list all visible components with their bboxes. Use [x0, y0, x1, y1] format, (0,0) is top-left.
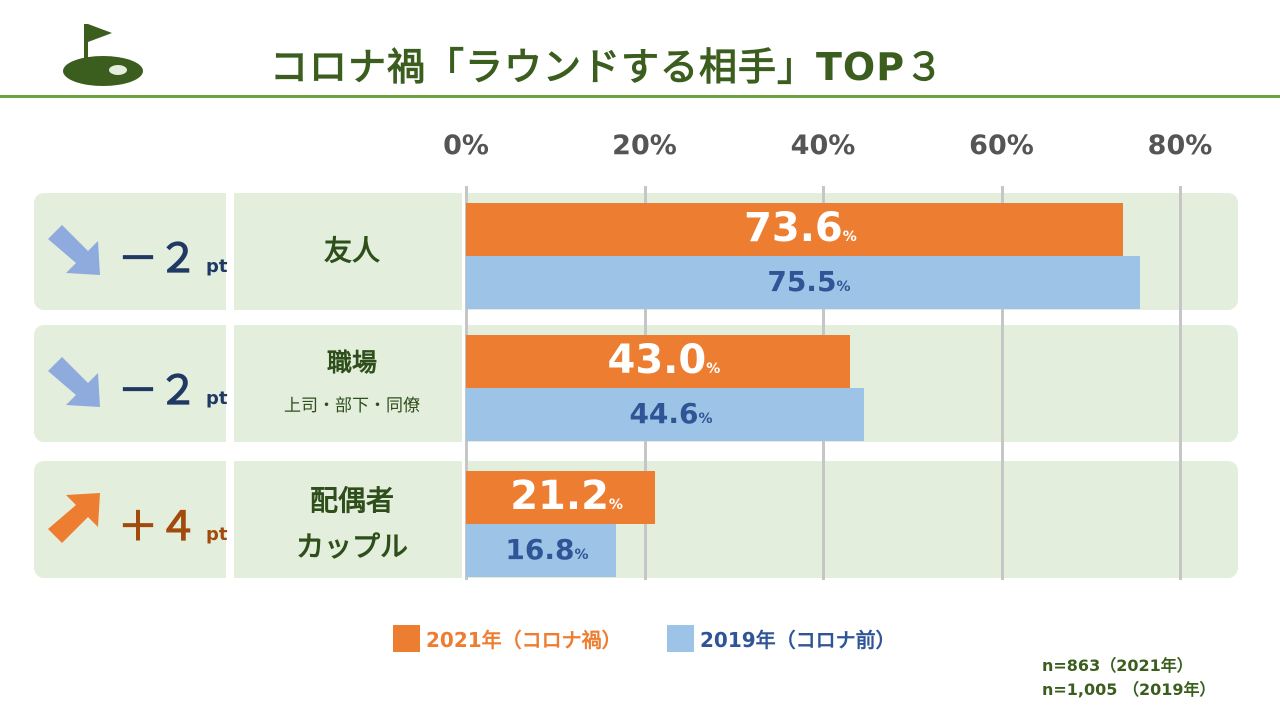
data-label-percent: %	[698, 411, 713, 427]
bar-2019	[466, 388, 865, 441]
bar-2019	[466, 524, 616, 577]
x-tick-label: 20%	[612, 130, 677, 161]
change-number: ＋４	[118, 504, 198, 550]
sample-note-2021: n=863（2021年）	[1042, 656, 1193, 675]
data-label-value: 16.8	[505, 533, 575, 566]
data-label-2021: 73.6%	[744, 205, 857, 251]
legend-swatch-2021	[393, 624, 420, 652]
x-tick-label: 60%	[969, 130, 1034, 161]
row-separator	[226, 325, 234, 442]
arrow-up-right-icon	[44, 485, 110, 551]
data-label-2019: 44.6%	[629, 397, 712, 430]
data-label-percent: %	[574, 547, 589, 563]
x-tick-label: 40%	[790, 130, 856, 161]
data-label-value: 75.5	[767, 265, 837, 298]
change-value: －２ pt	[118, 226, 238, 284]
data-label-value: 43.0	[607, 337, 707, 383]
legend-swatch-2019	[667, 624, 694, 652]
row-separator	[462, 325, 466, 442]
data-label-2019: 16.8%	[505, 533, 588, 566]
row-separator	[226, 461, 234, 578]
golf-flag-logo	[58, 18, 148, 92]
change-number: －２	[118, 236, 198, 282]
category-sublabel: 上司・部下・同僚	[284, 396, 420, 416]
sample-note-2019: n=1,005 （2019年）	[1042, 680, 1216, 699]
arrow-down-right-icon	[44, 217, 110, 283]
legend-label-2021: 2021年（コロナ禍）	[426, 627, 622, 652]
data-label-2021: 43.0%	[608, 337, 721, 383]
change-number: －２	[118, 368, 198, 414]
data-label-2019: 75.5%	[767, 265, 850, 298]
title-divider	[0, 95, 1280, 98]
row-separator	[226, 193, 234, 310]
bar-2021	[466, 471, 656, 524]
legend-item-2019: 2019年（コロナ前）	[667, 623, 896, 653]
bar-2021	[466, 203, 1123, 256]
chart-title: コロナ禍「ラウンドする相手」TOP３	[270, 45, 945, 89]
data-label-percent: %	[706, 361, 721, 377]
arrow-down-right-icon	[44, 349, 110, 415]
gridline	[1000, 186, 1004, 580]
gridline	[1179, 186, 1182, 580]
category-label: 友人	[323, 234, 380, 267]
legend-label-2019: 2019年（コロナ前）	[700, 627, 896, 652]
data-label-value: 73.6	[744, 205, 843, 251]
category-label: カップル	[295, 530, 408, 563]
change-value: ＋４ pt	[118, 494, 238, 552]
change-unit: pt	[206, 256, 228, 277]
category-label: 職場	[326, 348, 377, 377]
change-unit: pt	[206, 524, 228, 545]
data-label-value: 21.2	[510, 473, 609, 519]
category-label: 配偶者	[309, 484, 394, 517]
data-label-percent: %	[608, 497, 623, 513]
legend-item-2021: 2021年（コロナ禍）	[393, 623, 622, 653]
x-tick-label: 0%	[443, 130, 489, 161]
data-label-percent: %	[836, 279, 851, 295]
change-value: －２ pt	[118, 358, 238, 416]
row-separator	[462, 461, 466, 578]
x-tick-label: 80%	[1147, 130, 1213, 161]
data-label-2021: 21.2%	[510, 473, 623, 519]
data-label-value: 44.6	[629, 397, 699, 430]
row-separator	[462, 193, 466, 310]
data-label-percent: %	[842, 229, 857, 245]
bar-2019	[466, 256, 1140, 309]
change-unit: pt	[206, 388, 228, 409]
bar-2021	[466, 335, 850, 388]
